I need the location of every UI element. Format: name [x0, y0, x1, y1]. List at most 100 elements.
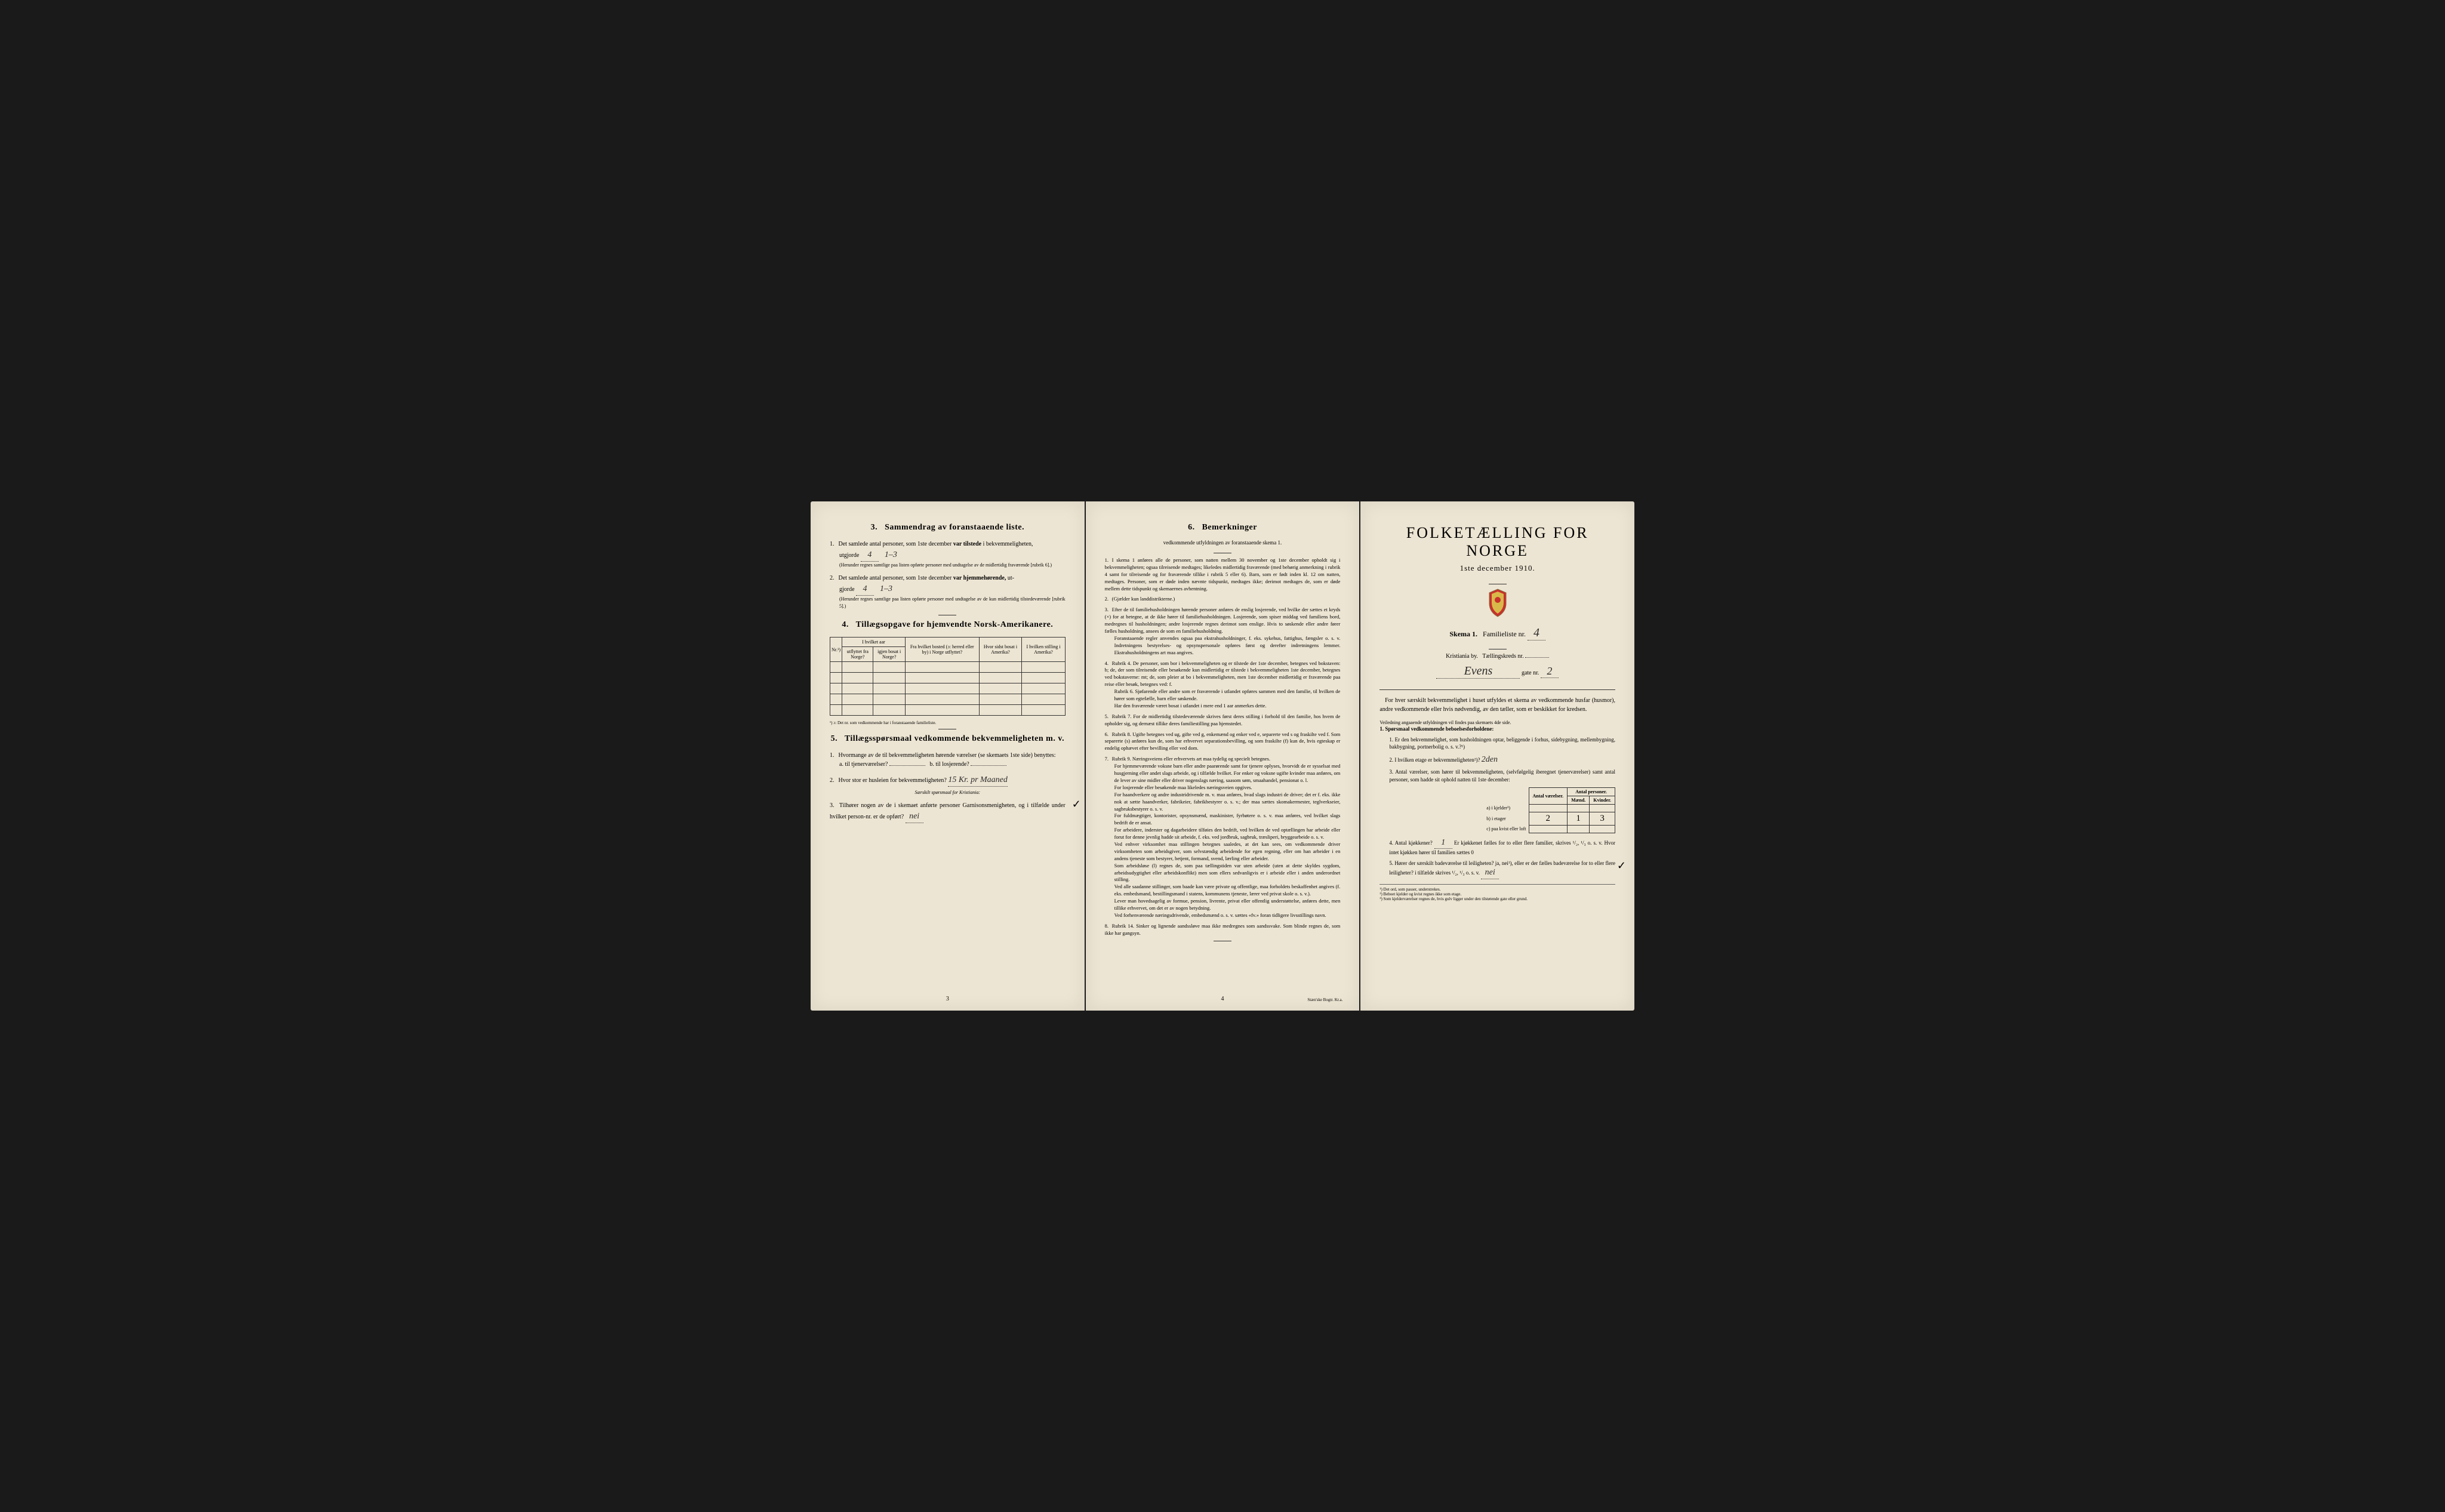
section-5-heading: Tillægsspørsmaal vedkommende bekvemmelig… [845, 734, 1064, 743]
instructions-list: 1.I skema 1 anføres alle de personer, so… [1105, 557, 1341, 937]
r9-extra-2: For losjerende eller besøkende maa likel… [1114, 784, 1341, 792]
form-number: 4 [1528, 626, 1545, 640]
q-header: 1. Spørsmaal vedkommende beboelsesforhol… [1379, 725, 1615, 733]
kreds-label: Tællingskreds nr. [1482, 653, 1523, 660]
q-title: Spørsmaal vedkommende beboelsesforholden… [1385, 726, 1494, 732]
kitchen-answer: 1 [1434, 837, 1452, 849]
question-3: 3. Tilhører nogen av de i skemaet anført… [830, 801, 1066, 823]
th-utflyttet: utflyttet fra Norge? [842, 647, 873, 662]
rq-2: 2. I hvilken etage er bekvemmeligheten²)… [1389, 754, 1615, 766]
rooms-table: Antal værelser. Antal personer. Mænd. Kv… [1483, 787, 1615, 833]
gate-label: gate nr. [1522, 670, 1539, 676]
instruction-3: 3.Efter de til familiehusholdningen høre… [1105, 606, 1341, 656]
intro-text: For hver særskilt bekvemmelighet i huset… [1379, 696, 1615, 714]
r9-extra-9: Lever man hovedsagelig av formue, pensio… [1114, 898, 1341, 912]
th-stilling: I hvilken stilling i Amerika? [1022, 638, 1065, 662]
section-5-title: 5. Tillægsspørsmaal vedkommende bekvemme… [830, 734, 1066, 744]
table-row: c) paa kvist eller loft [1483, 825, 1615, 833]
th-women: Kvinder. [1590, 796, 1615, 804]
instruction-5: 5.Rubrik 7. For de midlertidig tilstedev… [1105, 713, 1341, 728]
etage-answer: 2den [1482, 755, 1498, 764]
question-2: 2. Hvor stor er husleien for bekvemmelig… [830, 774, 1066, 796]
table-row [830, 683, 1066, 694]
street-line: Evens gate nr. 2 [1379, 664, 1615, 679]
label-utgjorde: utgjorde [839, 552, 859, 559]
section-6-title: 6. Bemerkninger [1105, 523, 1341, 532]
text: i bekvemmeligheten, [983, 541, 1033, 547]
question-1: 1. Hvormange av de til bekvemmeligheten … [830, 751, 1066, 769]
q2-answer: 15 Kr. pr Maaned [948, 774, 1008, 787]
footnote-1: ¹) Det ord, som passer, understrekes. [1379, 887, 1615, 892]
table-row [830, 673, 1066, 683]
row-kvist: c) paa kvist eller loft [1483, 825, 1529, 833]
th-men: Mænd. [1568, 796, 1590, 804]
th-persons: Antal personer. [1568, 787, 1615, 796]
r9-extra-4: For fuldmægtiger, kontorister, opsynsmæn… [1114, 812, 1341, 827]
r9-extra-8: Ved alle saadanne stillinger, som baade … [1114, 883, 1341, 898]
row-kjelder: a) i kjelder³) [1483, 804, 1529, 812]
section-6-heading: Bemerkninger [1202, 523, 1257, 532]
section-4-heading: Tillægsopgave for hjemvendte Norsk-Ameri… [856, 620, 1054, 629]
document-spread: 3. Sammendrag av foranstaaende liste. 1.… [811, 501, 1634, 1011]
text-bold: var tilstede [953, 541, 981, 547]
instruction-2: 2.(Gjælder kun landdistrikterne.) [1105, 596, 1341, 603]
schema-label: Skema 1. [1449, 630, 1477, 638]
q1b: b. til losjerende? [929, 761, 969, 768]
footnote-3: ³) Som kjelderværelser regnes de, hvis g… [1379, 897, 1615, 901]
rq-5: 5. Hører der særskilt badeværelse til le… [1389, 860, 1615, 879]
th-fra: Fra hvilket bosted (ɔ: herred eller by) … [905, 638, 979, 662]
page-cover: FOLKETÆLLING FOR NORGE 1ste december 191… [1360, 501, 1634, 1011]
street-name: Evens [1436, 664, 1520, 679]
q2-text: Hvor stor er husleien for bekvemmelighet… [839, 777, 947, 784]
text: Det samlede antal personer, som 1ste dec… [839, 575, 952, 581]
q3-text: Tilhører nogen av de i skemaet anførte p… [830, 802, 1066, 820]
th-igjen: igjen bosat i Norge? [873, 647, 905, 662]
coat-of-arms-icon [1485, 588, 1510, 618]
section-6-num: 6. [1188, 523, 1195, 532]
page-3: 3. Sammendrag av foranstaaende liste. 1.… [811, 501, 1085, 1011]
q2-note: Særskilt spørsmaal for Kristiania: [830, 789, 1066, 796]
th-year: I hvilket aar [842, 638, 906, 647]
r9-extra-7: Som arbeidsløse (l) regnes de, som paa t… [1114, 863, 1341, 884]
section-3-heading: Sammendrag av foranstaaende liste. [885, 523, 1024, 532]
section-6-subtitle: vedkommende utfyldningen av foranstaaend… [1105, 540, 1341, 546]
th-rooms: Antal værelser. [1529, 787, 1568, 804]
divider-thin [1379, 884, 1615, 885]
r9-extra-10: Ved forhenværende næringsdrivende, embed… [1114, 912, 1341, 919]
instruction-6: 6.Rubrik 8. Ugifte betegnes ved ug, gift… [1105, 731, 1341, 753]
val-women: 3 [1590, 812, 1615, 825]
instruction-1: 1.I skema 1 anføres alle de personer, so… [1105, 557, 1341, 592]
th-hvor: Hvor sidst bosat i Amerika? [979, 638, 1022, 662]
footnote-2: ²) Beboet kjelder og kvist regnes ikke s… [1379, 892, 1615, 897]
checkmark-icon: ✓ [1072, 796, 1081, 812]
rubrik-6-extra: Har den fraværende været bosat i utlande… [1114, 703, 1341, 710]
value-range-2: 1–3 [880, 584, 892, 593]
table-row [830, 705, 1066, 716]
r9-extra-5: For arbeidere, inderster og dagarbeidere… [1114, 827, 1341, 841]
section-3-item-1: 1. Det samlede antal personer, som 1ste … [830, 540, 1066, 569]
guidance-note: Veiledning angaaende utfyldningen vil fi… [1379, 720, 1615, 725]
q1-text: Hvormange av de til bekvemmeligheten hør… [839, 752, 1056, 759]
instruction-3-extra: Foranstaaende regler anvendes ogsaa paa … [1114, 635, 1341, 657]
city-label: Kristiania by. [1446, 653, 1478, 660]
r9-extra-6: Ved enhver virksomhet maa stillingen bet… [1114, 841, 1341, 863]
table-row: a) i kjelder³) [1483, 804, 1615, 812]
r9-extra-3: For haandverkere og andre industridriven… [1114, 792, 1341, 813]
page-4: 6. Bemerkninger vedkommende utfyldningen… [1086, 501, 1360, 1011]
location-line: Kristiania by. Tællingskreds nr. [1379, 653, 1615, 660]
q-num: 1. [1379, 726, 1384, 732]
value-range-1: 1–3 [885, 550, 897, 559]
text: Det samlede antal personer, som 1ste dec… [839, 541, 952, 547]
instruction-7: 7.Rubrik 9. Næringsveiens eller erhverve… [1105, 756, 1341, 919]
rq-4: 4. Antal kjøkkener? 1 Er kjøkkenet fælle… [1389, 837, 1615, 857]
note-1: (Herunder regnes samtlige paa listen opf… [839, 562, 1066, 569]
th-nr: Nr.¹) [830, 638, 842, 662]
q3-answer: nei [906, 810, 923, 823]
table-row: b) i etager 2 1 3 [1483, 812, 1615, 825]
page-number: 3 [946, 996, 949, 1002]
checkmark-icon: ✓ [1617, 858, 1626, 873]
census-date: 1ste december 1910. [1379, 563, 1615, 573]
text-bold: var hjemmehørende, [953, 575, 1006, 581]
r9-extra-1: For hjemmeværende voksne barn eller andr… [1114, 763, 1341, 784]
value-tilstede: 4 [861, 549, 879, 562]
